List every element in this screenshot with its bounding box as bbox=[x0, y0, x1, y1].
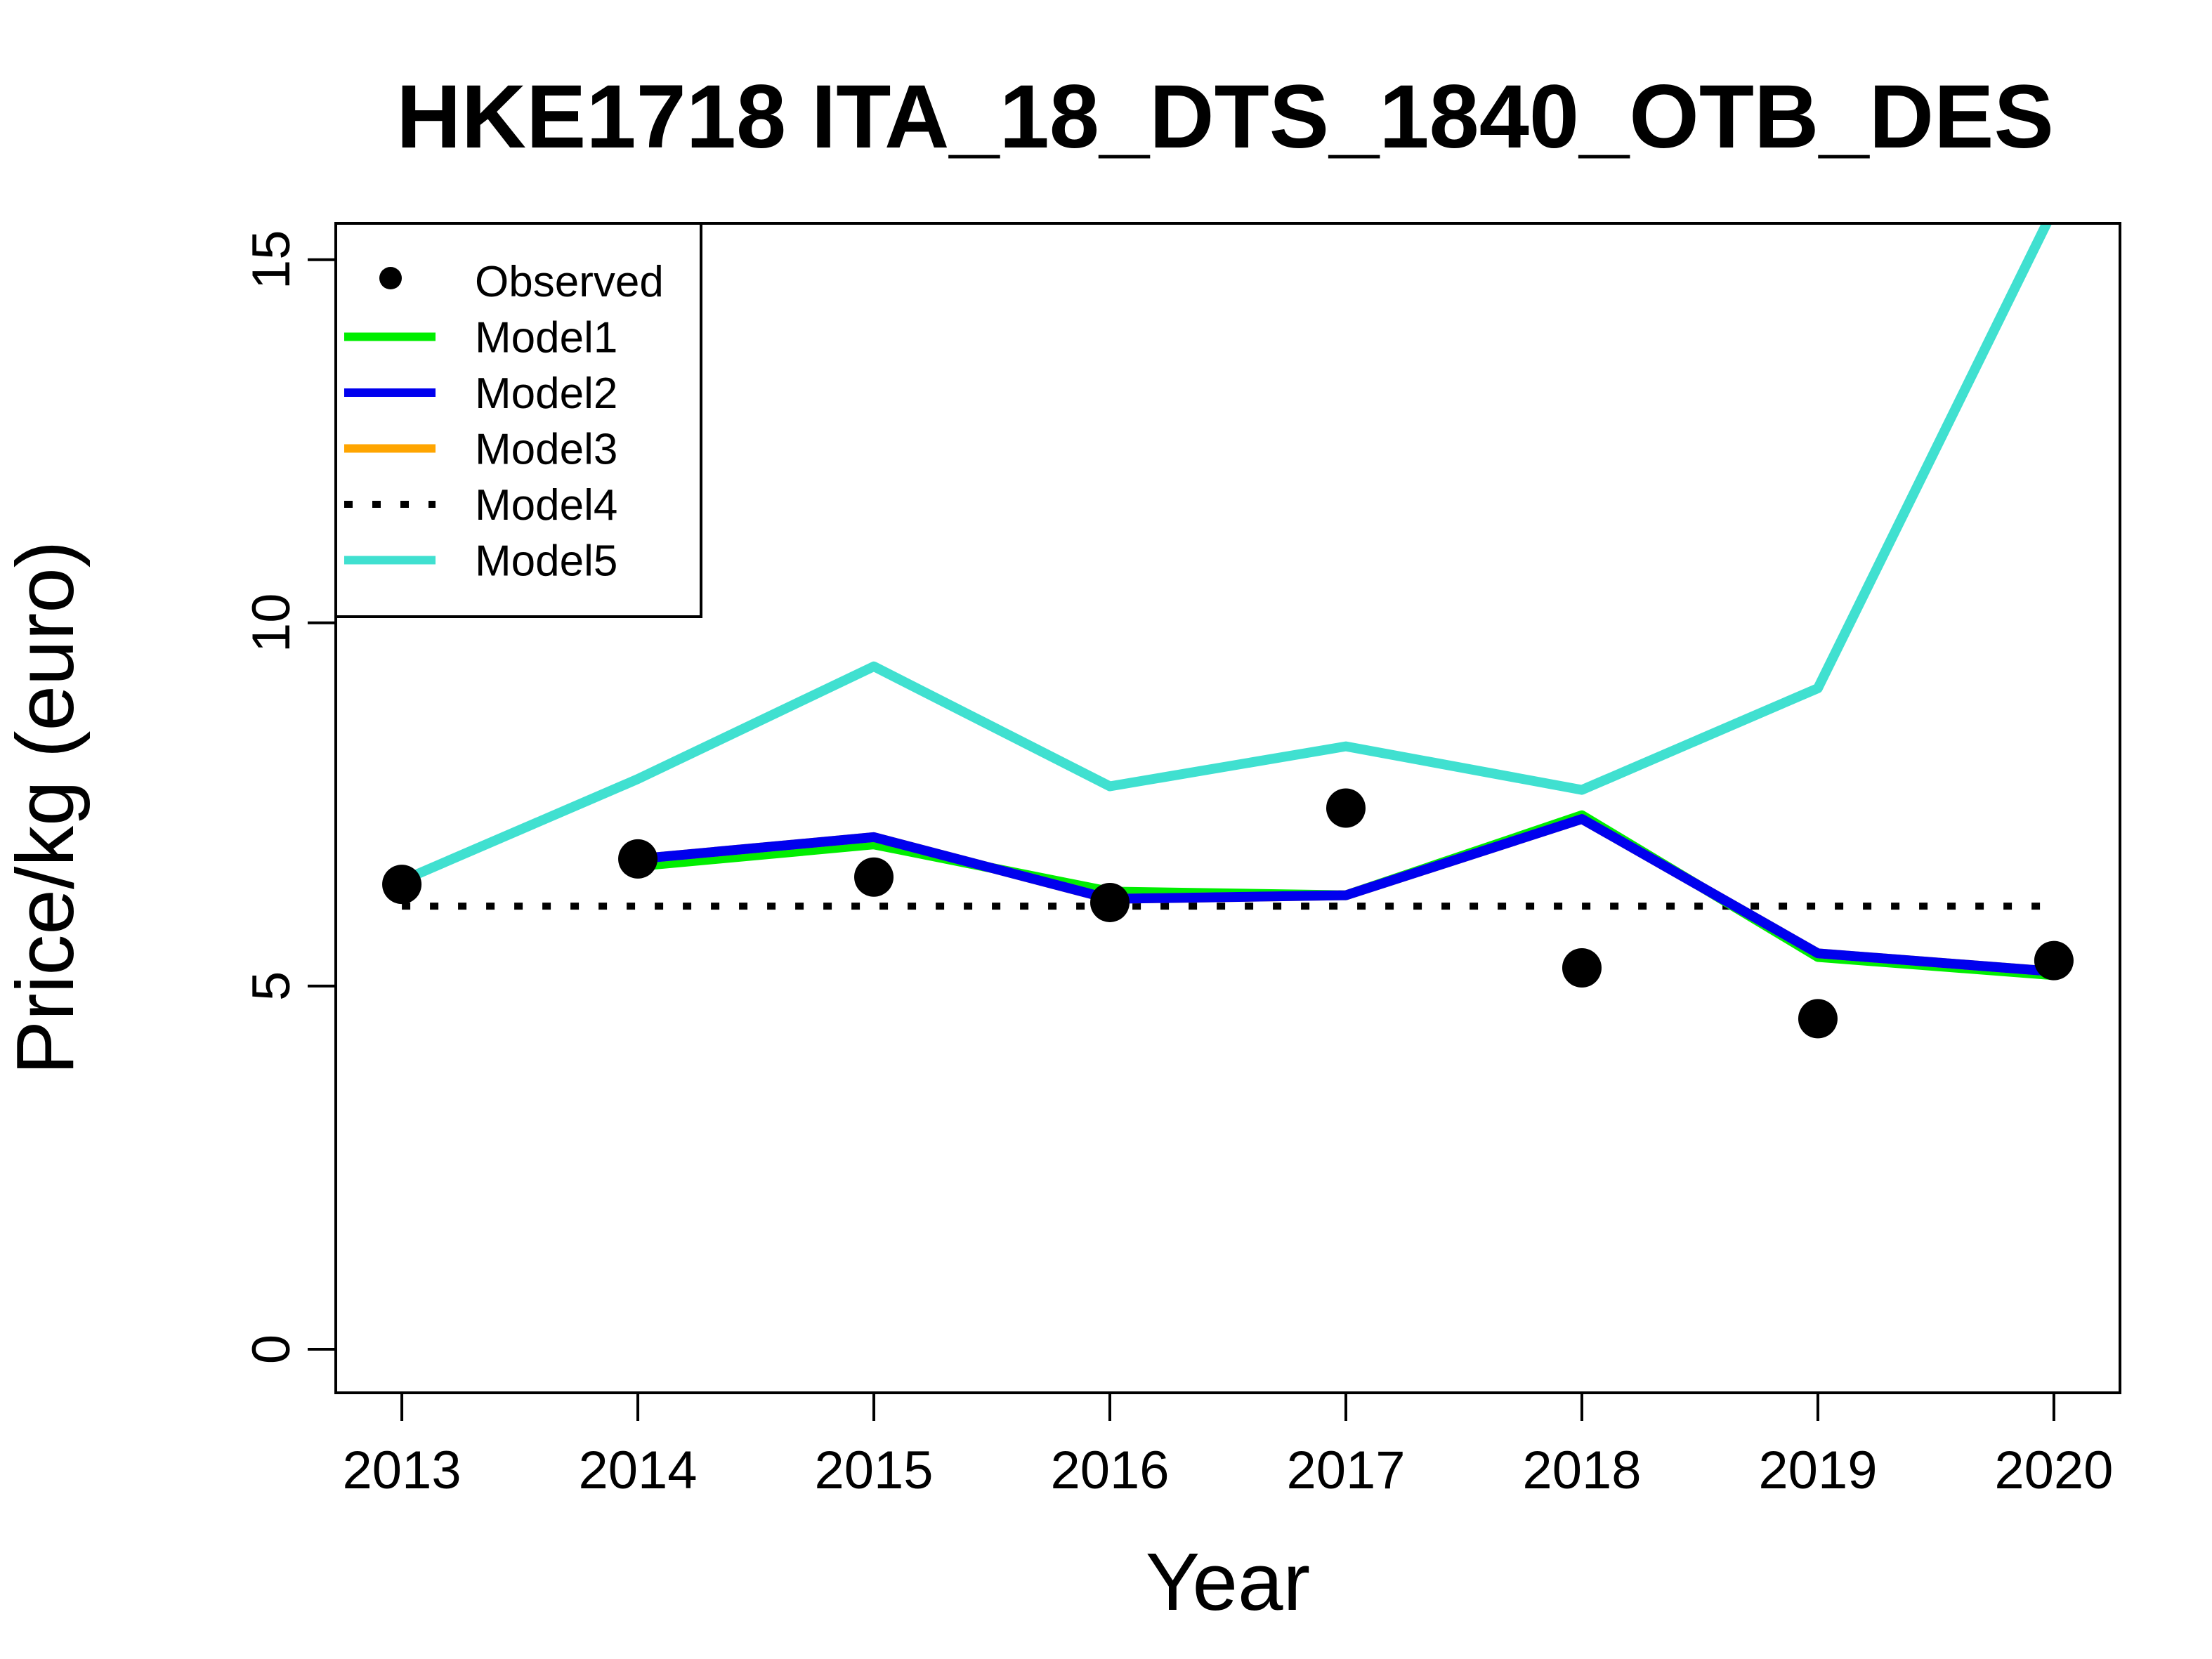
model2-line bbox=[637, 814, 2055, 977]
legend-model5-label: Model5 bbox=[475, 537, 617, 586]
y-tick-label: 10 bbox=[242, 594, 301, 653]
observed-point bbox=[854, 857, 894, 897]
series-layer bbox=[382, 223, 2074, 1039]
y-tick-label: 5 bbox=[242, 971, 301, 1001]
y-axis-title: Price/kg (euro) bbox=[0, 541, 91, 1075]
x-tick-label: 2013 bbox=[343, 1441, 462, 1500]
legend-model1-label: Model1 bbox=[475, 314, 617, 362]
chart-title: HKE1718 ITA_18_DTS_1840_OTB_DES bbox=[396, 67, 2054, 167]
observed-point bbox=[618, 839, 658, 879]
legend-model2-label: Model2 bbox=[475, 369, 617, 418]
observed-point bbox=[1090, 882, 1130, 922]
x-tick-label: 2014 bbox=[579, 1441, 698, 1500]
observed-point bbox=[382, 865, 422, 905]
x-tick-label: 2015 bbox=[814, 1441, 933, 1500]
observed-point bbox=[1326, 788, 1366, 828]
y-tick-label: 15 bbox=[242, 230, 301, 289]
y-axis: 0 5 10 15 bbox=[242, 230, 337, 1364]
legend-box bbox=[334, 222, 702, 618]
x-tick-label: 2016 bbox=[1050, 1441, 1169, 1500]
x-axis: 2013 2014 2015 2016 2017 2018 2019 2020 bbox=[343, 1391, 2113, 1500]
x-tick-label: 2018 bbox=[1522, 1441, 1641, 1500]
model5-line bbox=[400, 223, 2053, 886]
x-tick-label: 2019 bbox=[1758, 1441, 1877, 1500]
x-tick-label: 2017 bbox=[1286, 1441, 1405, 1500]
x-tick-label: 2020 bbox=[1994, 1441, 2113, 1500]
legend-model4-label: Model4 bbox=[475, 481, 617, 530]
observed-point bbox=[1798, 999, 1838, 1039]
plot-frame bbox=[334, 222, 2121, 1394]
y-tick-label: 0 bbox=[242, 1335, 301, 1364]
legend-model3-label: Model3 bbox=[475, 426, 617, 474]
legend-observed-marker bbox=[379, 267, 402, 289]
observed-point bbox=[2034, 940, 2074, 981]
observed-point bbox=[1562, 948, 1602, 988]
legend-observed-label: Observed bbox=[475, 258, 664, 306]
legend: Observed Model1 Model2 Model3 Model4 Model5 bbox=[334, 222, 702, 618]
x-axis-title: Year bbox=[1146, 1536, 1310, 1627]
